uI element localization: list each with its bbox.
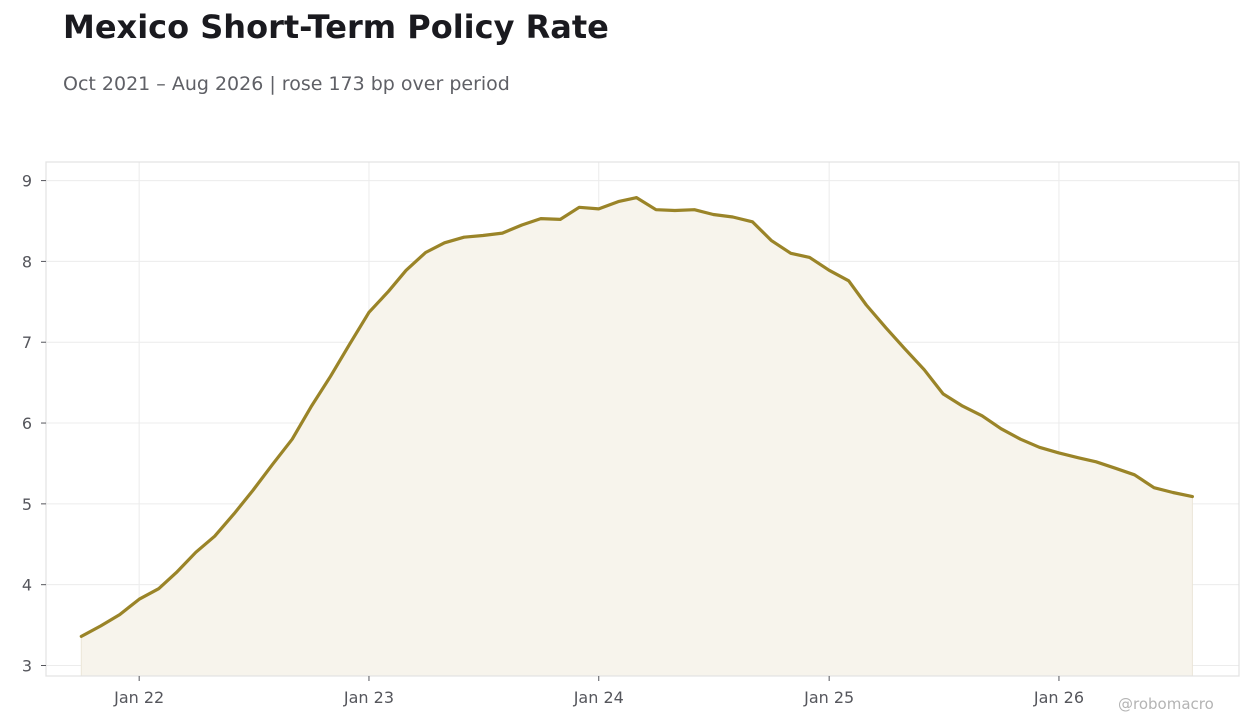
y-tick-label: 8 — [22, 252, 32, 271]
chart-subtitle: Oct 2021 – Aug 2026 | rose 173 bp over p… — [63, 73, 510, 95]
area-fill — [80, 197, 1193, 677]
policy-rate-line — [79, 196, 1194, 638]
x-tick-label: Jan 25 — [803, 688, 854, 707]
y-axis-ticks: 3 4 5 6 7 8 9 — [22, 172, 46, 675]
x-tick-label: Jan 22 — [113, 688, 164, 707]
x-axis-ticks: Jan 22 Jan 23 Jan 24 Jan 25 Jan 26 — [113, 676, 1084, 707]
plot-frame — [45, 161, 1240, 677]
y-tick-label: 7 — [22, 333, 32, 352]
y-tick-label: 4 — [22, 576, 32, 595]
x-tick-label: Jan 24 — [573, 688, 624, 707]
y-tick-label: 6 — [22, 414, 32, 433]
watermark: @robomacro — [1118, 695, 1214, 713]
y-tick-label: 9 — [22, 172, 32, 191]
x-tick-label: Jan 23 — [343, 688, 394, 707]
y-tick-label: 5 — [22, 495, 32, 514]
chart-title: Mexico Short-Term Policy Rate — [63, 8, 609, 46]
x-tick-label: Jan 26 — [1033, 688, 1084, 707]
y-tick-label: 3 — [22, 656, 32, 675]
